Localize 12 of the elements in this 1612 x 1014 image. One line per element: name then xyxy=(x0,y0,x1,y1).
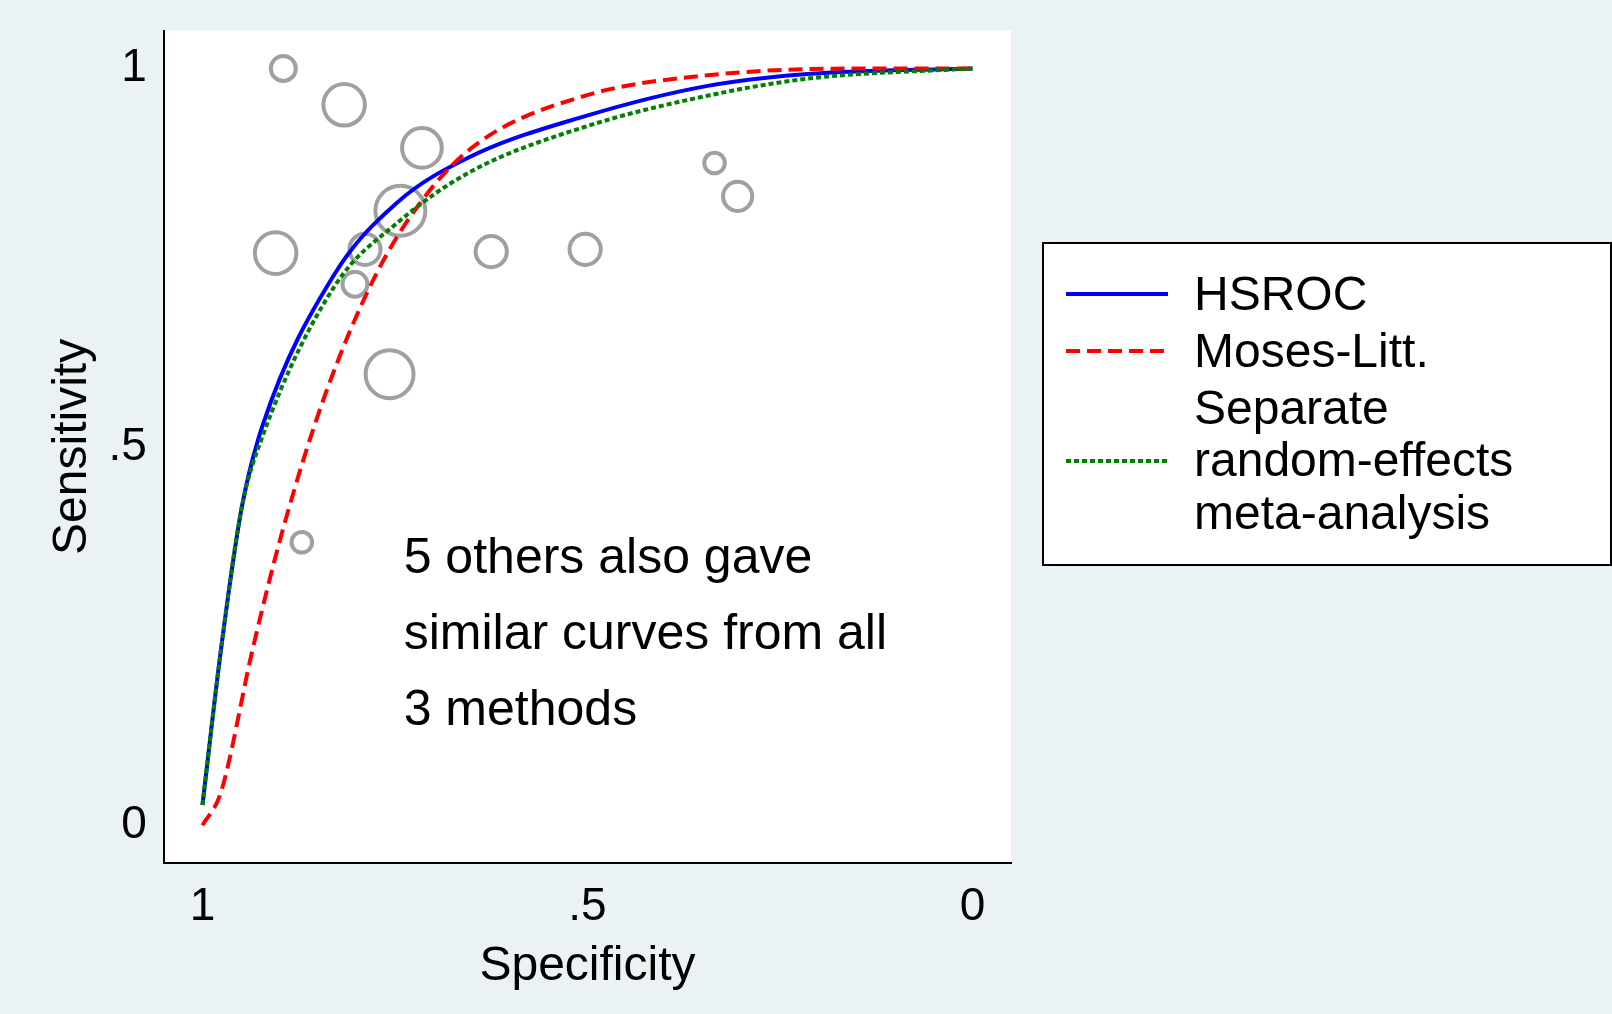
y-axis-title: Sensitivity xyxy=(43,338,97,555)
legend-label: HSROC xyxy=(1194,267,1368,321)
x-tick-label: 0 xyxy=(959,878,986,931)
y-tick-label: 1 xyxy=(121,39,147,92)
x-tick-label: .5 xyxy=(568,878,607,931)
x-axis-title: Specificity xyxy=(479,937,696,991)
x-tick-label: 1 xyxy=(189,878,216,931)
y-tick-label: 0 xyxy=(121,796,147,849)
annotation: 5 others also gave similar curves from all 3 methods xyxy=(403,528,888,737)
legend-label: Moses-Litt. xyxy=(1194,323,1429,378)
legend-label: Separate random-effects meta-analysis xyxy=(1194,380,1514,540)
y-tick-label: .5 xyxy=(108,417,147,470)
